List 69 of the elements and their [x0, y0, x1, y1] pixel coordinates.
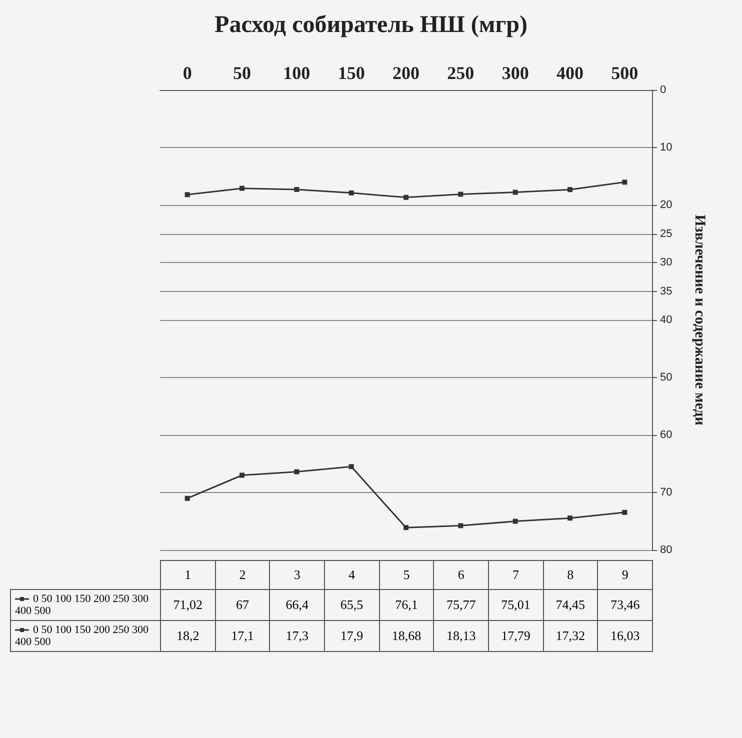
point [622, 510, 628, 515]
data-label: 16,03 [598, 620, 652, 652]
point [512, 190, 518, 195]
data-label: 17,32 [543, 620, 598, 652]
text: 2 [215, 560, 270, 590]
point [240, 186, 244, 191]
y-tick-label: 0 [660, 84, 666, 96]
point [184, 496, 190, 501]
x-tick-label: 50 [233, 63, 251, 83]
data-label: 71,02 [160, 590, 216, 620]
data-label: 67 [215, 590, 270, 620]
y-axis-title: Извлечение и содержание меди [692, 214, 708, 426]
x-tick-label: 250 [447, 63, 474, 83]
data-label: 18,2 [160, 620, 216, 652]
data-label: 74,45 [543, 590, 598, 620]
point [568, 187, 572, 192]
x-tick-label: 0 [182, 63, 192, 83]
y-tick-label: 70 [660, 486, 672, 498]
data-label: 18,13 [434, 620, 488, 652]
y-tick-label: 25 [660, 228, 672, 240]
text: 1 [160, 560, 216, 590]
y-tick-label: 40 [660, 314, 672, 326]
y-tick-label: 20 [660, 199, 672, 211]
data-label: 76,1 [379, 590, 434, 620]
y-tick-label: 50 [660, 372, 672, 384]
text: 6 [434, 560, 488, 590]
legend-label: 0 50 100 150 200 250 300 400 500 [10, 590, 160, 620]
text: 7 [488, 560, 544, 590]
point [184, 192, 190, 198]
y-tick-label: 80 [660, 544, 672, 556]
text: 9 [598, 560, 652, 590]
text: 5 [379, 560, 434, 590]
x-tick-label: 100 [283, 63, 310, 83]
point [512, 518, 518, 524]
y-tick-label: 35 [660, 285, 672, 298]
data-label: 18,68 [379, 620, 434, 652]
text: 4 [324, 560, 380, 590]
x-tick-label: 400 [556, 63, 584, 83]
data-label: 75,01 [488, 590, 544, 620]
legend-label: 0 50 100 150 200 250 300 400 500 [10, 620, 160, 652]
data-label: 66,4 [270, 590, 324, 620]
point [568, 516, 572, 521]
data-label: 17,9 [324, 620, 380, 652]
x-tick-label: 300 [502, 63, 529, 83]
y-tick-label: 30 [660, 256, 672, 268]
data-label: 75,77 [434, 590, 488, 620]
x-tick-label: 500 [611, 63, 638, 83]
data-label: 73,46 [598, 590, 652, 620]
point [294, 186, 300, 192]
chart-title: Расход собиратель НШ (мгр) [214, 12, 528, 38]
point [404, 194, 408, 200]
point [458, 192, 464, 197]
point [404, 525, 408, 530]
point [348, 190, 354, 196]
point [458, 523, 464, 528]
point [348, 464, 354, 470]
data-label: 65,5 [324, 590, 380, 620]
x-tick-label: 200 [392, 63, 420, 83]
text: 8 [543, 560, 598, 590]
data-label: 17,1 [215, 620, 270, 652]
y-tick-label: 60 [660, 429, 672, 441]
point [622, 180, 628, 185]
point [294, 469, 300, 474]
data-label: 17,3 [270, 620, 324, 652]
data-label: 17,79 [488, 620, 544, 652]
x-tick-label: 150 [338, 63, 365, 83]
text: 3 [270, 560, 324, 590]
y-tick-label: 10 [660, 142, 672, 154]
point [240, 472, 244, 478]
